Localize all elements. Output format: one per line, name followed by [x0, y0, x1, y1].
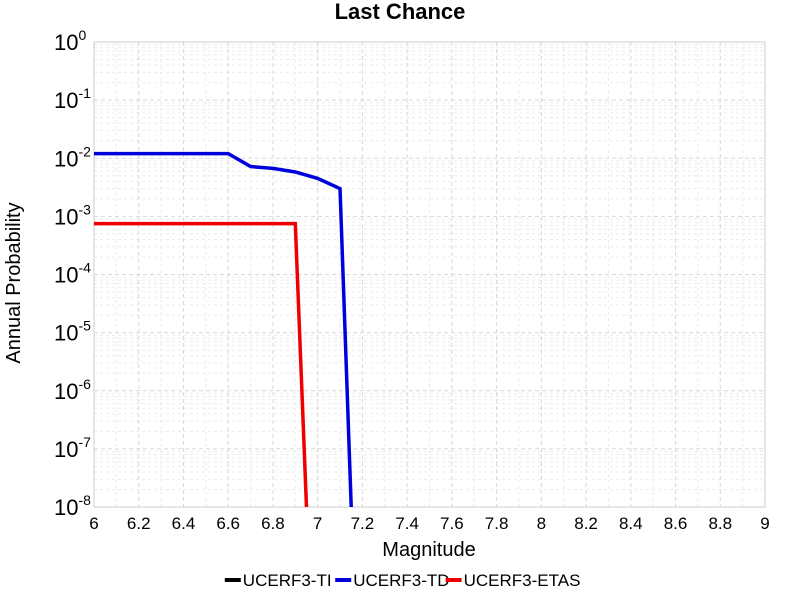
series-layer — [94, 151, 353, 508]
x-tick-label: 6 — [89, 514, 98, 533]
legend-label-ucerf3-ti: UCERF3-TI — [243, 571, 332, 590]
y-axis-ticks: 100 10-1 10-2 10-3 10-4 10-5 10-6 10-7 10-8 — [54, 27, 91, 520]
y-tick-label: 10-8 — [54, 492, 91, 520]
series-line-ucerf3-td — [94, 151, 353, 508]
grid-minor — [94, 42, 765, 507]
x-tick-label: 7.2 — [351, 514, 375, 533]
x-axis-ticks: 6 6.2 6.4 6.6 6.8 7 7.2 7.4 7.6 7.8 8 8.2 8.4 8.6 8.8 9 — [89, 514, 769, 533]
legend-label-ucerf3-etas: UCERF3-ETAS — [464, 571, 581, 590]
legend-label-ucerf3-td: UCERF3-TD — [353, 571, 449, 590]
x-tick-label: 7.4 — [395, 514, 419, 533]
legend: UCERF3-TI UCERF3-TD UCERF3-ETAS — [224, 571, 581, 590]
x-tick-label: 7.6 — [440, 514, 464, 533]
x-tick-label: 9 — [760, 514, 769, 533]
y-tick-label: 10-4 — [54, 260, 91, 288]
y-axis-label: Annual Probability — [3, 202, 25, 363]
y-tick-label: 10-6 — [54, 376, 91, 404]
y-tick-label: 10-3 — [54, 201, 91, 229]
chart-title: Last Chance — [335, 0, 466, 24]
x-tick-label: 8.8 — [708, 514, 732, 533]
y-tick-label: 10-5 — [54, 318, 91, 346]
y-tick-label: 10-2 — [54, 143, 91, 171]
plot-area-frame — [93, 41, 766, 508]
x-tick-label: 6.2 — [127, 514, 151, 533]
x-tick-label: 8.6 — [664, 514, 688, 533]
x-tick-label: 7.8 — [485, 514, 509, 533]
x-tick-label: 7 — [313, 514, 322, 533]
y-tick-label: 10-1 — [54, 85, 91, 113]
x-tick-label: 6.4 — [172, 514, 196, 533]
x-axis-label: Magnitude — [382, 539, 475, 561]
x-tick-label: 6.6 — [216, 514, 240, 533]
y-tick-label: 100 — [54, 27, 86, 55]
x-tick-label: 6.8 — [261, 514, 285, 533]
y-tick-label: 10-7 — [54, 434, 91, 462]
x-tick-label: 8 — [537, 514, 546, 533]
series-line-ucerf3-etas — [94, 221, 309, 508]
x-tick-label: 8.2 — [574, 514, 598, 533]
x-tick-label: 8.4 — [619, 514, 643, 533]
